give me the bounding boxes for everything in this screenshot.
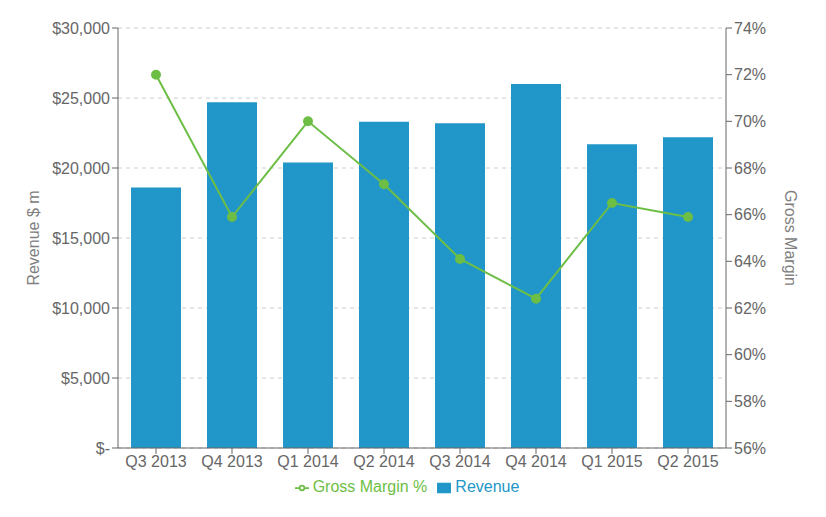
svg-text:68%: 68% — [734, 160, 766, 177]
svg-text:62%: 62% — [734, 300, 766, 317]
svg-text:$20,000: $20,000 — [52, 160, 110, 177]
svg-text:$-: $- — [96, 440, 110, 457]
html-text:Revenue: Revenue — [455, 478, 520, 495]
svg-text:58%: 58% — [734, 393, 766, 410]
svg-text:64%: 64% — [734, 253, 766, 270]
svg-text:Q3 2013: Q3 2013 — [125, 453, 186, 470]
svg-text:72%: 72% — [734, 66, 766, 83]
svg-text:$5,000: $5,000 — [61, 370, 110, 387]
svg-text:Q1 2015: Q1 2015 — [581, 453, 642, 470]
svg-text:Gross Margin: Gross Margin — [782, 190, 799, 286]
svg-text:Revenue $ m: Revenue $ m — [25, 190, 42, 285]
svg-text:$15,000: $15,000 — [52, 230, 110, 247]
svg-text:74%: 74% — [734, 20, 766, 37]
svg-text:66%: 66% — [734, 206, 766, 223]
svg-text:Q1 2014: Q1 2014 — [277, 453, 338, 470]
svg-text:Q2 2015: Q2 2015 — [657, 453, 718, 470]
svg-text:Q4 2013: Q4 2013 — [201, 453, 262, 470]
svg-text:Q4 2014: Q4 2014 — [505, 453, 566, 470]
svg-text:$30,000: $30,000 — [52, 20, 110, 37]
svg-text:$10,000: $10,000 — [52, 300, 110, 317]
svg-text:$25,000: $25,000 — [52, 90, 110, 107]
svg-text:Q2 2014: Q2 2014 — [353, 453, 414, 470]
html-text:Gross Margin %: Gross Margin % — [312, 478, 428, 495]
svg-text:60%: 60% — [734, 346, 766, 363]
svg-text:70%: 70% — [734, 113, 766, 130]
svg-text:56%: 56% — [734, 440, 766, 457]
svg-text:Q3 2014: Q3 2014 — [429, 453, 490, 470]
